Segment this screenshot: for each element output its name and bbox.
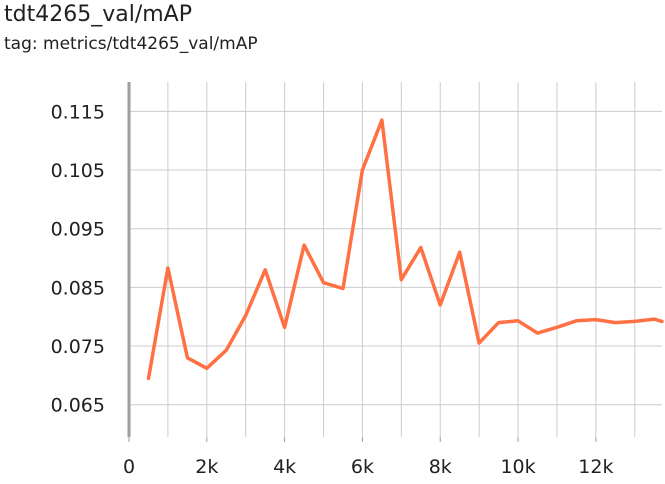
y-tick-label: 0.085 [51,277,105,299]
x-tick-label: 10k [500,456,535,478]
x-tick-label: 8k [429,456,452,478]
series-line [149,120,663,378]
y-tick-label: 0.105 [51,160,105,182]
x-tick-label: 4k [273,456,296,478]
gridlines [129,82,662,437]
x-tick-label: 2k [195,456,218,478]
series-layer [148,120,662,378]
y-tick-label: 0.075 [51,336,105,358]
tick-labels: 0.065 0.075 0.085 0.095 0.105 0.115 0 2k 4k 6k 8k 1… [51,101,614,478]
y-tick-label: 0.065 [51,395,105,417]
x-tick-label: 0 [123,456,135,478]
y-tick-label: 0.115 [51,101,105,123]
x-tick-label: 12k [578,456,613,478]
y-tick-label: 0.095 [51,219,105,241]
x-tick-label: 6k [351,456,374,478]
